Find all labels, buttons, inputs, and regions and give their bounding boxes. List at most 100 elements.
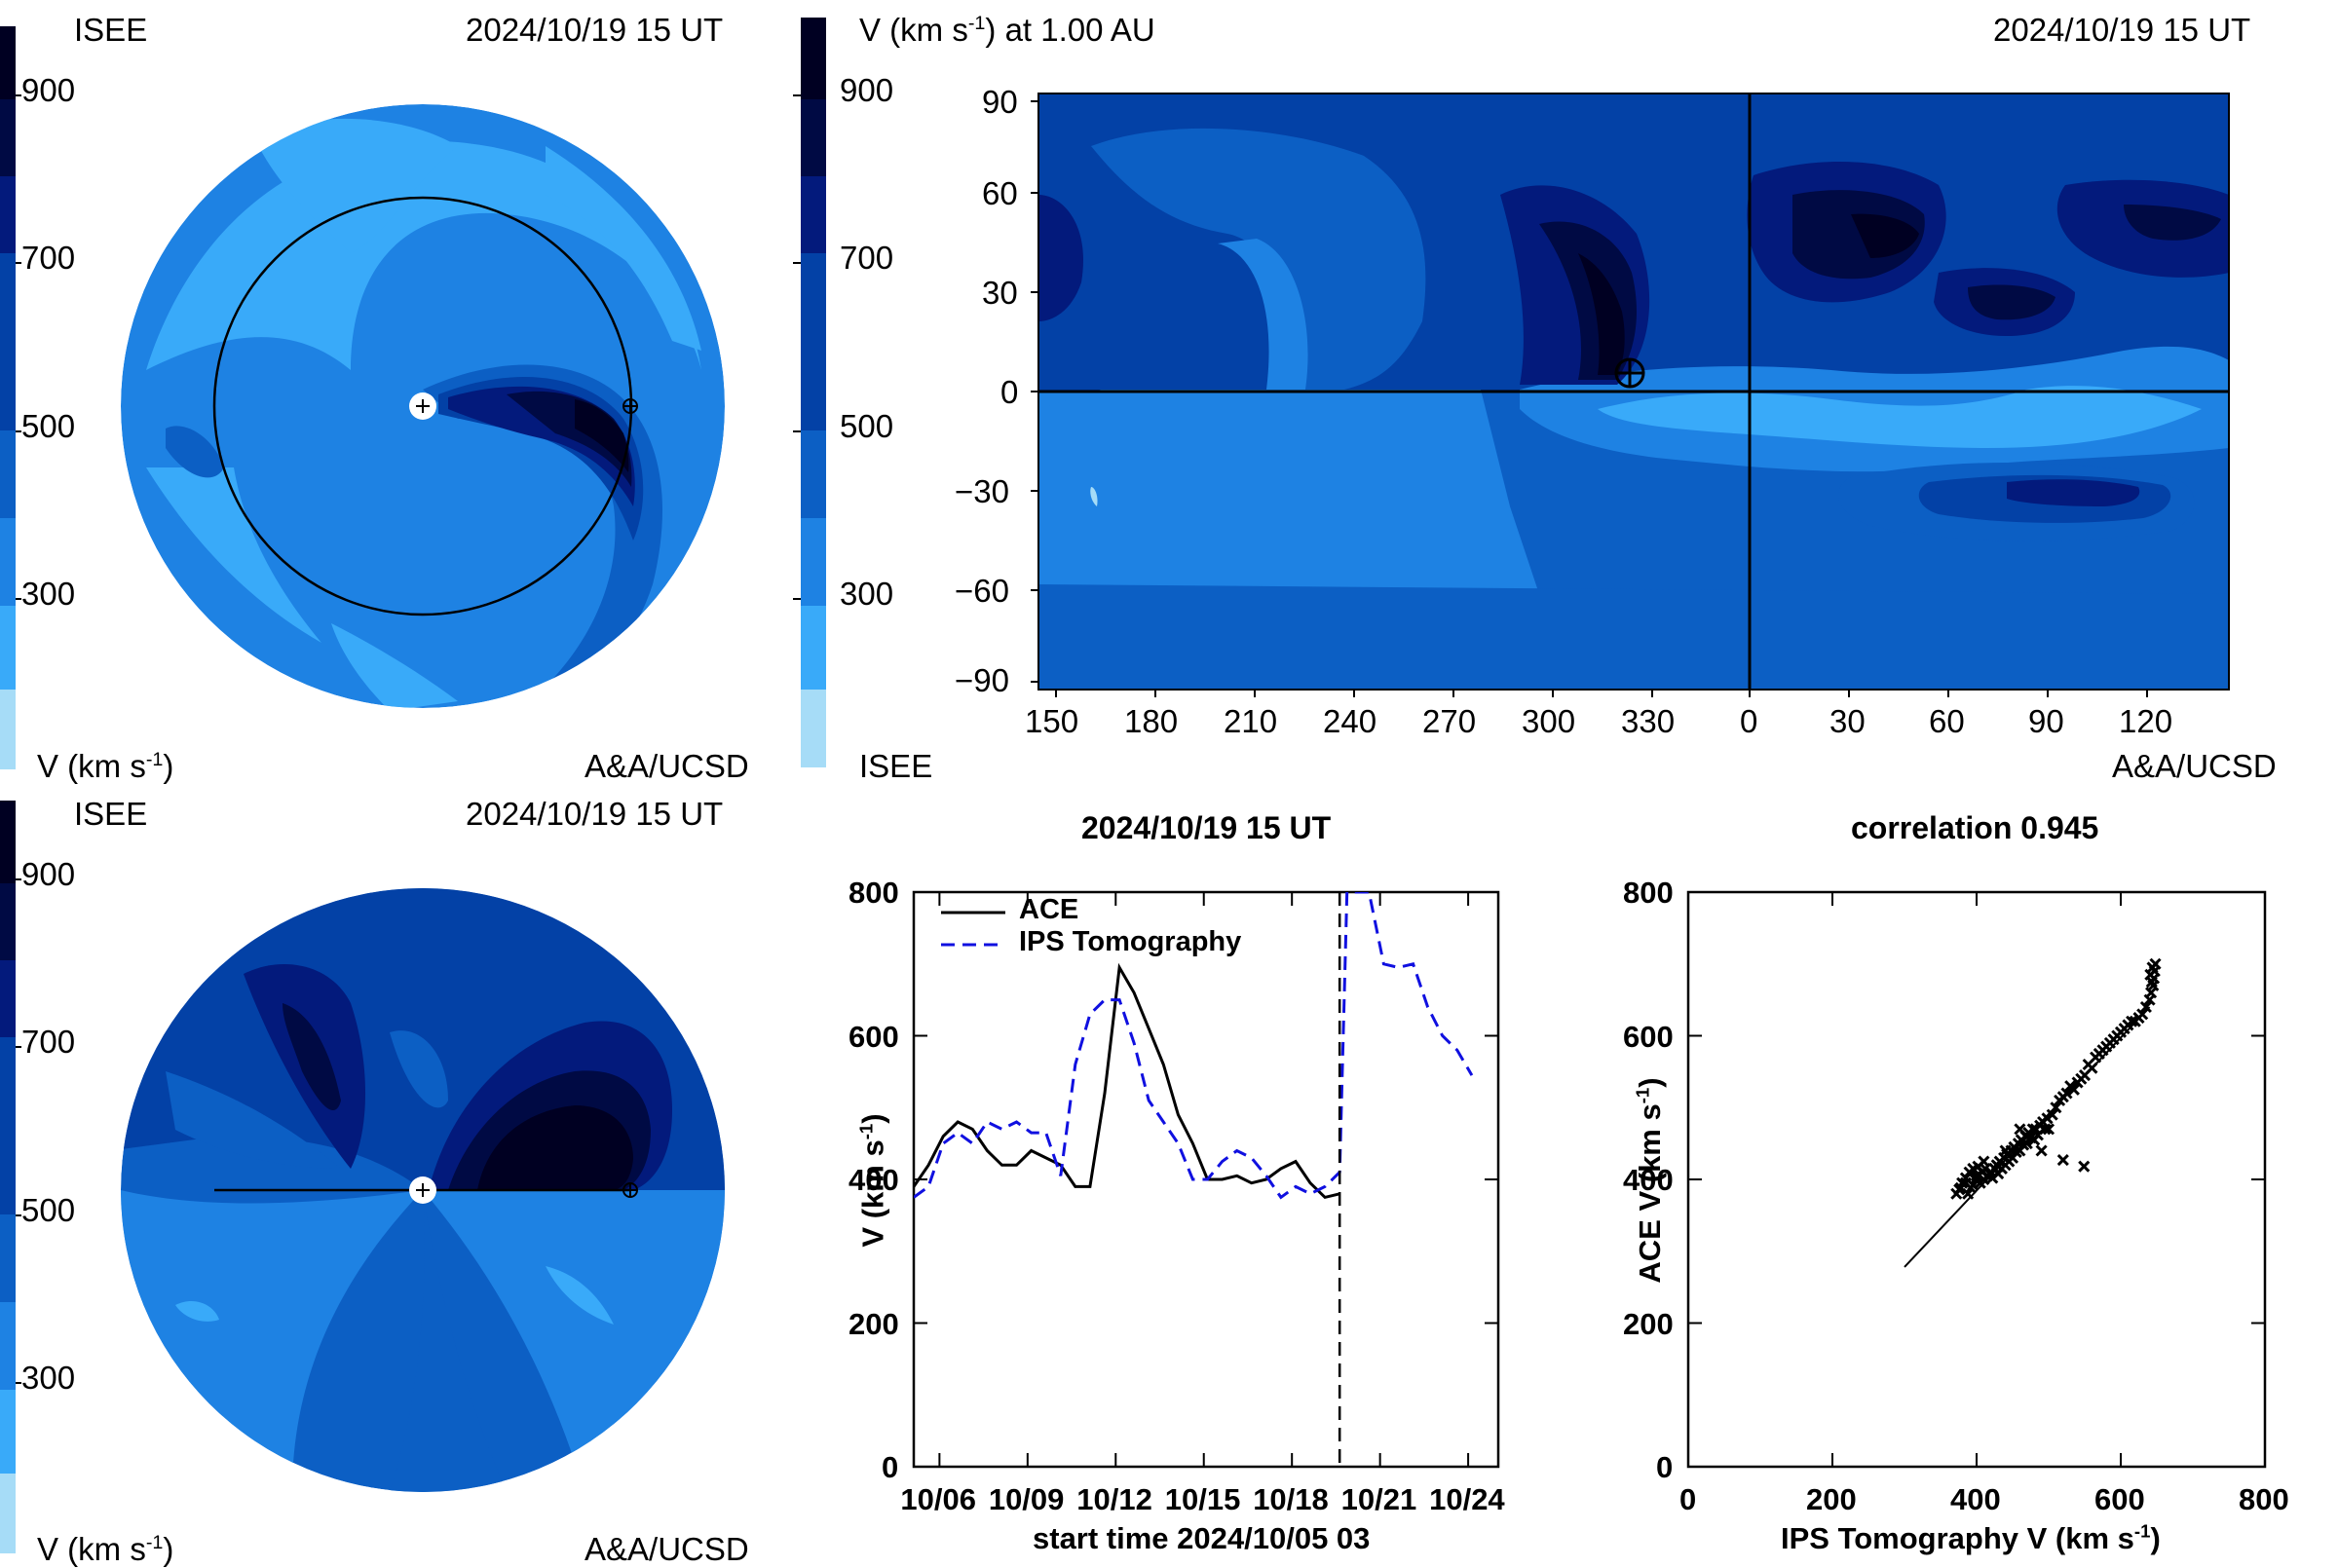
timestamp-label: 2024/10/19 15 UT [466,12,724,48]
map-axis-ticks [1031,100,2148,697]
y-tick-label: −90 [955,662,1009,698]
x-tick-label: 10/21 [1340,1482,1417,1516]
y-tick-label: 200 [1623,1306,1674,1341]
x-tick-label: 400 [1950,1482,2001,1516]
earth-marker [622,1182,638,1198]
y-tick-label: 200 [848,1306,899,1341]
scatter-point [1962,1187,1975,1200]
colorbar-segment [0,26,16,99]
scatter-point [1999,1144,2012,1157]
x-tick-label: 10/06 [900,1482,976,1516]
colorbar-segment [801,253,826,430]
colorbar-segment [801,18,826,99]
y-tick-label: −30 [955,473,1009,509]
scatter-point [1965,1181,1978,1194]
y-tick-label: 800 [1623,876,1674,910]
colorbar-segment [0,1390,16,1474]
credit-label: A&A/UCSD [584,1531,749,1567]
bottom-left-colorbar [0,801,21,1553]
colorbar-segment [0,883,16,960]
y-tick-label: 90 [982,84,1018,120]
top-right-colorbar [793,18,826,767]
x-tick-label: 60 [1929,703,1965,739]
colorbar-segment [801,690,826,767]
y-tick-label: 400 [1623,1163,1674,1197]
timestamp-label: 2024/10/19 15 UT [466,796,724,832]
scatter-point [2126,1015,2138,1027]
map-colorbar-title: V (km s-1) at 1.00 AU [859,12,1155,48]
colorbar-tick-label: 900 [840,72,894,108]
colorbar-segment [801,176,826,253]
y-tick-label: 0 [1000,374,1019,410]
series-line-ace [914,962,1340,1200]
scatter-point [2035,1144,2048,1157]
scatter-point [2067,1083,2080,1096]
scatter-point [2050,1101,2062,1114]
y-tick-label: 600 [1623,1019,1674,1054]
x-tick-label: 300 [1522,703,1576,739]
x-axis-title: start time 2024/10/05 03 [1033,1521,1371,1555]
series-line-ips-tomography [914,892,1474,1200]
scatter-point [1992,1160,2005,1173]
x-tick-label: 30 [1829,703,1866,739]
colorbar-segment [0,1214,16,1302]
colorbar-segment [0,253,16,430]
earth-marker [622,398,638,414]
x-tick-label: 10/09 [988,1482,1065,1516]
scatter-point [2014,1123,2026,1136]
institution-tag: ISEE [74,12,148,48]
scatter-title: correlation 0.945 [1851,810,2099,845]
colorbar-tick-label: 500 [840,408,894,444]
scatter-point [2046,1108,2058,1121]
y-tick-label: −60 [955,573,1009,609]
x-tick-label: 210 [1224,703,1278,739]
y-tick-label: 400 [848,1163,899,1197]
x-tick-label: 150 [1025,703,1079,739]
x-axis-title: IPS Tomography V (km s-1) [1781,1520,2161,1555]
colorbar-segment [0,1474,16,1553]
colorbar-tick-label: 900 [21,72,76,108]
legend-label-ace: ACE [1019,894,1079,925]
chart-legend [941,911,1005,947]
x-tick-label: 10/15 [1164,1482,1241,1516]
colorbar-segment [801,518,826,606]
timestamp-label: 2024/10/19 15 UT [1993,12,2251,48]
colorbar-tick-label: 700 [21,1024,76,1060]
colorbar-segment [0,801,16,883]
y-tick-label: 0 [1656,1450,1674,1484]
colorbar-segment [0,518,16,606]
colorbar-tick-label: 700 [21,240,76,276]
scatter-point [2042,1123,2055,1136]
colorbar-tick-label: 500 [21,408,76,444]
institution-tag: ISEE [859,748,933,784]
colorbar-tick-label: 700 [840,240,894,276]
x-tick-label: 270 [1422,703,1477,739]
x-tick-label: 800 [2239,1482,2289,1516]
colorbar-segment [0,1037,16,1214]
scatter-point [1953,1183,1966,1196]
colorbar-tick-label: 300 [21,576,76,612]
y-tick-label: 0 [882,1450,899,1484]
colorbar-segment [0,176,16,253]
x-tick-label: 180 [1124,703,1179,739]
x-tick-label: 0 [1740,703,1758,739]
scatter-point [2056,1154,2069,1167]
scatter-point [2060,1087,2073,1100]
colorbar-tick-label: 500 [21,1192,76,1228]
x-tick-label: 120 [2119,703,2173,739]
colorbar-segment [801,606,826,690]
colorbar-segment [801,99,826,176]
carrington-velocity-map [1038,93,2229,690]
colorbar-segment [801,430,826,518]
scatter-point [2136,1008,2149,1021]
x-tick-label: 0 [1679,1482,1697,1516]
scatter-point [1967,1162,1980,1175]
colorbar-tick-label: 300 [840,576,894,612]
y-tick-label: 600 [848,1019,899,1054]
scatter-chart [1686,890,2267,1469]
y-tick-label: 30 [982,275,1018,311]
credit-label: A&A/UCSD [584,748,749,784]
earth-marker [1614,357,1645,389]
unit-label: V (km s-1) [37,1531,174,1567]
